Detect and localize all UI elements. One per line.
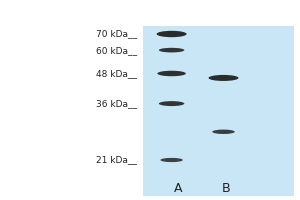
Ellipse shape	[159, 48, 184, 52]
Text: B: B	[222, 182, 231, 194]
Ellipse shape	[212, 130, 235, 134]
Text: 36 kDa__: 36 kDa__	[95, 99, 136, 108]
Text: 70 kDa__: 70 kDa__	[95, 29, 136, 38]
Text: 21 kDa__: 21 kDa__	[96, 156, 136, 164]
Text: 60 kDa__: 60 kDa__	[95, 46, 136, 55]
Ellipse shape	[157, 31, 187, 37]
Text: 48 kDa__: 48 kDa__	[96, 69, 136, 78]
Ellipse shape	[208, 75, 238, 81]
Ellipse shape	[157, 71, 186, 76]
Ellipse shape	[159, 101, 184, 106]
Text: A: A	[174, 182, 183, 194]
FancyBboxPatch shape	[142, 26, 294, 196]
Ellipse shape	[160, 158, 183, 162]
